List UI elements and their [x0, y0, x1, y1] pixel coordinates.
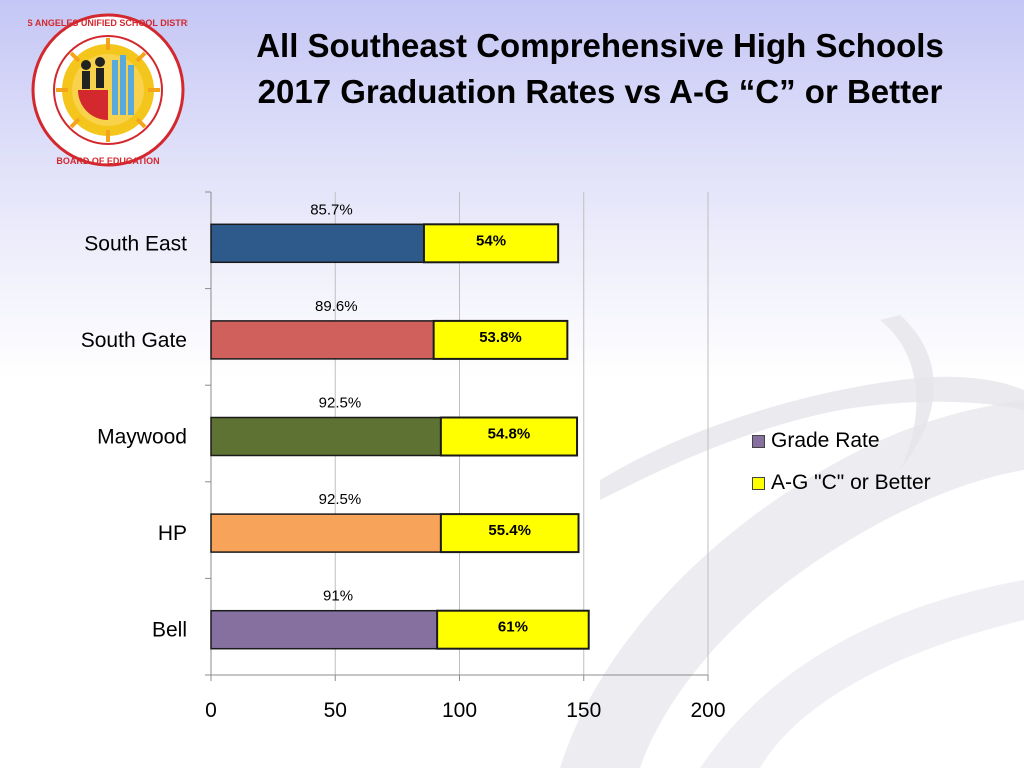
bar-grade-rate	[210, 223, 425, 264]
category-label: Maywood	[97, 426, 187, 449]
bar-grade-rate	[210, 320, 435, 360]
data-label-ag: 54.8%	[488, 426, 531, 443]
svg-text:BOARD OF EDUCATION: BOARD OF EDUCATION	[56, 156, 159, 166]
data-label-ag: 55.4%	[488, 522, 531, 539]
bar-grade-rate	[210, 416, 442, 457]
x-tick-label: 0	[205, 699, 217, 722]
x-tick-label: 100	[442, 699, 477, 722]
lausd-seal-logo: LOS ANGELES UNIFIED SCHOOL DISTRICT BOAR…	[28, 13, 188, 167]
bar-ag-c-or-better	[432, 319, 569, 360]
data-label-grade-rate: 92.5%	[319, 491, 362, 508]
category-label: South East	[84, 232, 187, 255]
data-label-ag: 54%	[476, 232, 506, 249]
legend-swatch-ag	[752, 476, 765, 490]
bar-ag-c-or-better	[436, 609, 590, 650]
x-tick-label: 50	[324, 699, 347, 722]
bar-ag-c-or-better	[422, 223, 560, 264]
data-label-ag: 53.8%	[479, 329, 522, 346]
data-label-grade-rate: 92.5%	[319, 395, 362, 412]
bar-grade-rate	[210, 609, 438, 650]
chart-legend: Grade Rate A-G "C" or Better	[752, 420, 931, 504]
chart-title-line2: 2017 Graduation Rates vs A-G “C” or Bett…	[257, 73, 943, 110]
legend-item-ag: A-G "C" or Better	[752, 462, 931, 504]
chart-title-line1: All Southeast Comprehensive High Schools	[256, 27, 944, 64]
data-label-grade-rate: 85.7%	[310, 201, 353, 218]
legend-label-grade-rate: Grade Rate	[771, 429, 880, 452]
svg-text:LOS ANGELES UNIFIED SCHOOL DIS: LOS ANGELES UNIFIED SCHOOL DISTRICT	[28, 18, 188, 28]
category-label: Bell	[152, 619, 187, 642]
x-tick-label: 200	[690, 699, 725, 722]
bar-grade-rate	[210, 513, 442, 553]
category-label: South Gate	[81, 329, 187, 352]
data-label-grade-rate: 89.6%	[315, 298, 358, 315]
legend-item-grade-rate: Grade Rate	[752, 420, 931, 462]
x-tick-label: 150	[566, 699, 601, 722]
data-label-ag: 61%	[498, 619, 528, 636]
bar-ag-c-or-better	[439, 416, 579, 457]
bar-ag-c-or-better	[439, 513, 580, 554]
data-label-grade-rate: 91%	[323, 588, 353, 605]
legend-swatch-grade-rate	[752, 434, 765, 448]
category-label: HP	[158, 522, 187, 545]
legend-label-ag: A-G "C" or Better	[771, 471, 931, 494]
